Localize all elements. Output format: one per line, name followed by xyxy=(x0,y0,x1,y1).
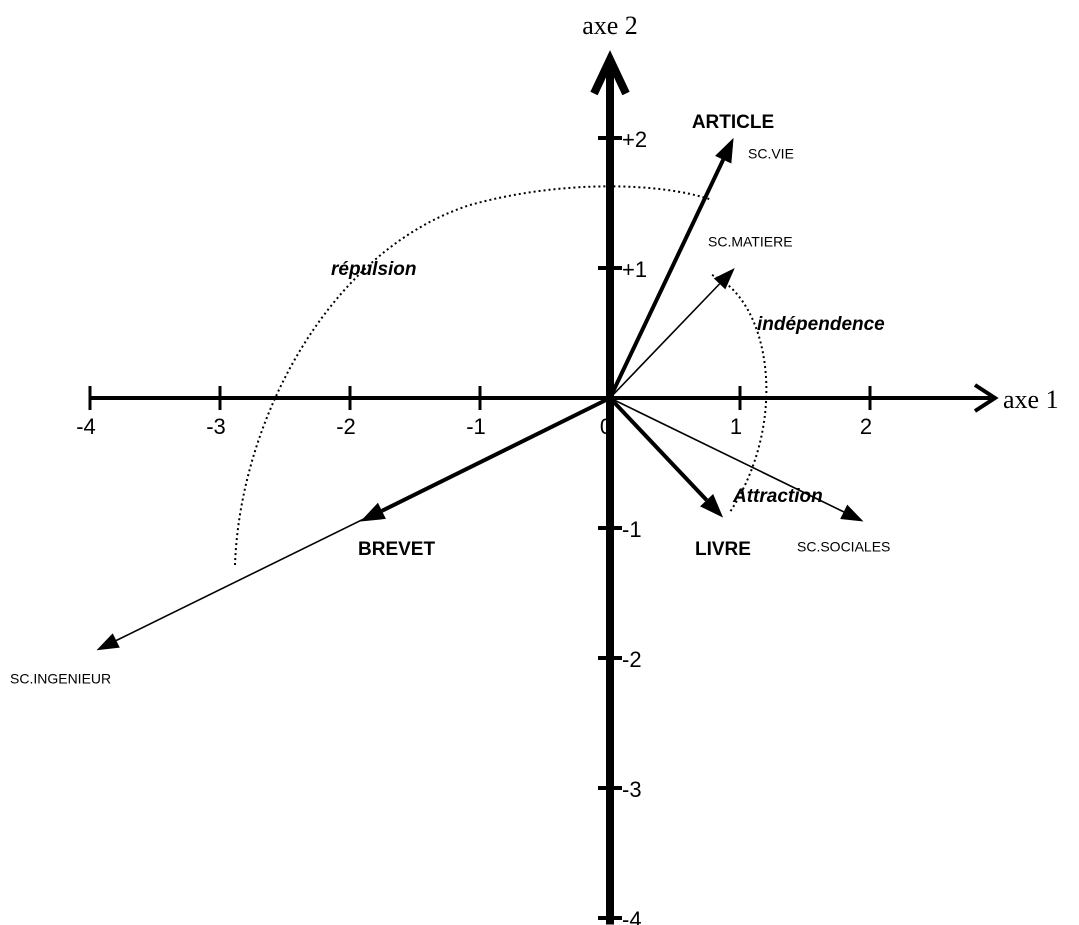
x-tick-label: -1 xyxy=(466,414,486,439)
vector-shaft xyxy=(609,397,845,513)
x-tick-label: 1 xyxy=(730,414,742,439)
x-axis-arrow xyxy=(973,383,999,413)
vector-head xyxy=(713,268,735,290)
vector-label: ARTICLE xyxy=(692,112,774,133)
vector-label: LIVRE xyxy=(695,539,751,560)
y-axis-arrow xyxy=(590,50,630,96)
vector-shaft xyxy=(115,397,611,642)
x-axis-label: axe 1 xyxy=(1003,385,1059,414)
y-tick-label: -4 xyxy=(622,907,642,925)
independence-arc xyxy=(711,274,768,513)
vector-head xyxy=(716,138,734,162)
vector-shaft xyxy=(609,283,721,399)
y-tick-label: -2 xyxy=(622,647,642,672)
vector-label: SC.INGENIEUR xyxy=(10,671,111,687)
y-tick-label: +2 xyxy=(622,127,647,152)
vector-label: BREVET xyxy=(358,539,435,560)
y-tick-label: -1 xyxy=(622,517,642,542)
y-tick-label: -3 xyxy=(622,777,642,802)
annotation: Attraction xyxy=(732,486,823,507)
vector-shaft xyxy=(609,157,725,399)
repulsion-arc xyxy=(234,185,713,566)
x-tick-label: -2 xyxy=(336,414,356,439)
vector-head xyxy=(840,504,864,522)
y-axis-label: axe 2 xyxy=(582,11,638,40)
vector-label: SC.VIE xyxy=(748,146,794,162)
vector-head xyxy=(96,633,120,651)
vector-label: SC.MATIERE xyxy=(708,234,793,250)
vector-head xyxy=(700,493,724,518)
annotation: indépendence xyxy=(757,314,885,335)
vector-shaft xyxy=(608,396,709,502)
x-tick-label: -4 xyxy=(76,414,96,439)
annotation: répulsion xyxy=(331,259,417,280)
x-tick-label: 2 xyxy=(860,414,872,439)
vector-label: SC.SOCIALES xyxy=(797,539,890,555)
x-tick-label: 0 xyxy=(600,414,612,439)
y-tick-label: +1 xyxy=(622,257,647,282)
x-tick-label: -3 xyxy=(206,414,226,439)
